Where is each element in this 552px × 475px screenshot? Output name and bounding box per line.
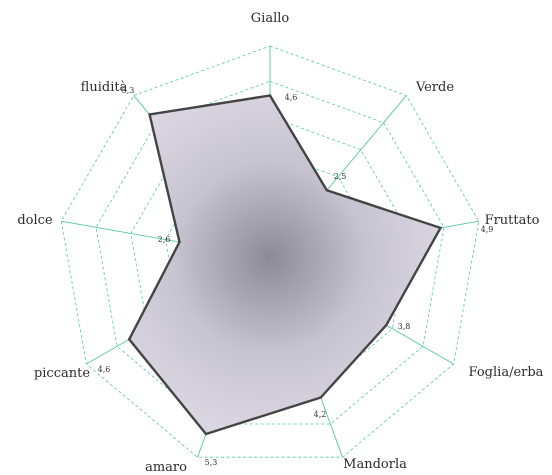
- axis-label-fruttato: Fruttato: [485, 213, 540, 228]
- value-label-dolce: 2,6: [158, 235, 171, 244]
- axis-label-amaro: amaro: [145, 460, 187, 475]
- data-polygon-group: [127, 94, 443, 436]
- data-point-amaro: [204, 432, 208, 436]
- data-point-giallo: [268, 94, 272, 97]
- data-point-piccante: [128, 338, 131, 341]
- value-label-mandorla: 4,2: [314, 410, 327, 419]
- value-label-amaro: 5,3: [205, 458, 218, 467]
- axis-label-mandorla: Mandorla: [343, 457, 407, 472]
- data-point-mandorla: [319, 396, 322, 399]
- value-label-giallo: 4,6: [285, 93, 298, 102]
- axis-label-verde: Verde: [415, 80, 454, 95]
- value-label-fluidita: 5,3: [122, 86, 135, 95]
- data-point-fruttato: [439, 226, 442, 230]
- axis-label-giallo: Giallo: [251, 11, 290, 26]
- axis-label-piccante: piccante: [34, 366, 90, 381]
- data-point-dolce: [178, 240, 181, 244]
- value-label-verde: 2,5: [334, 172, 347, 181]
- value-labels: 4,6 2,5 4,9 3,8 4,2 5,3 4,6 2,6 5,3: [98, 86, 494, 467]
- data-point-verde: [325, 189, 328, 192]
- value-label-piccante: 4,6: [98, 365, 111, 374]
- axis-label-dolce: dolce: [17, 213, 53, 228]
- value-label-foglia-erba: 3,8: [398, 322, 411, 331]
- axis-label-fluidita: fluidità: [81, 80, 128, 95]
- data-point-foglia-erba: [385, 323, 388, 327]
- data-polygon: [127, 94, 443, 436]
- axis-labels: Giallo Verde Fruttato Foglia/erba Mandorla am…: [17, 11, 543, 475]
- value-label-fruttato: 4,9: [481, 225, 494, 234]
- data-point-fluidita: [148, 113, 151, 116]
- axis-label-foglia-erba: Foglia/erba: [469, 365, 544, 380]
